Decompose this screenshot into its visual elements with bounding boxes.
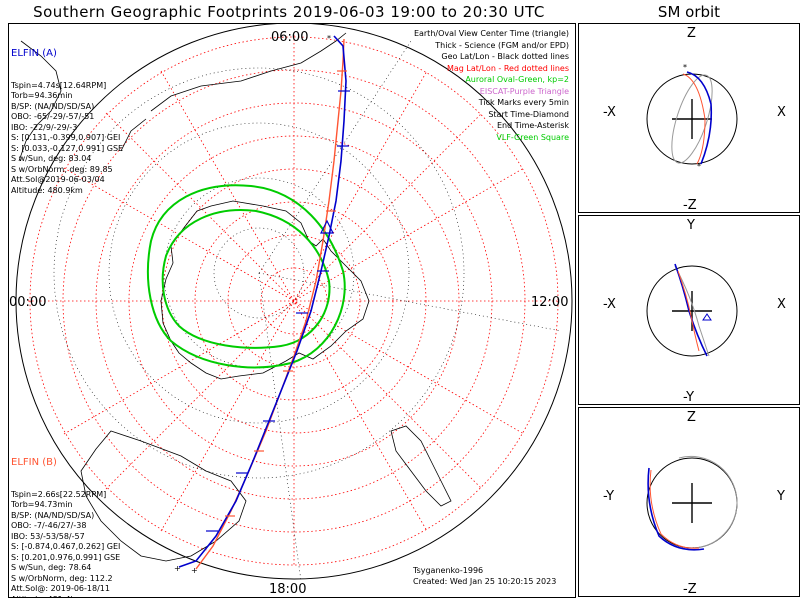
sm-xz-right: X	[777, 105, 786, 120]
elfin-a-info: ELFIN (A) Tspin=4.74s[12.64RPM] Torb=94.3…	[11, 28, 123, 217]
sm-yz-left: -Y	[603, 489, 614, 504]
elfin-b-info-line: S w/Sun, deg: 78.64	[11, 563, 92, 572]
polar-plot-svg: * + + 06:00 00:00 12:00 18:00	[9, 24, 573, 597]
sm-panel-xy: Y -Y -X X	[578, 215, 800, 405]
elfin-a-tick-marks	[206, 90, 350, 532]
sm-xz-bottom: -Z	[683, 198, 697, 213]
elfin-a-info-line: IBO: -22/9/-29/-3	[11, 122, 78, 132]
sm-panel-xz: * * Z -Z -X X	[578, 23, 800, 213]
clock-label-0000: 00:00	[9, 295, 46, 310]
elfin-a-lines: Tspin=4.74s[12.64RPM] Torb=94.36min B/SP: …	[11, 81, 123, 197]
plot-title: Southern Geographic Footprints 2019-06-0…	[33, 3, 545, 21]
sm-xy-bottom: -Y	[683, 390, 694, 405]
elfin-b-tick-marks	[225, 70, 347, 517]
clock-label-1200: 12:00	[531, 295, 568, 310]
elfin-b-name: ELFIN (B)	[11, 457, 57, 468]
credit: Tsyganenko-1996 Created: Wed Jan 25 10:2…	[413, 565, 556, 587]
antarctica-coastline	[160, 200, 370, 380]
elfin-a-info-line: S: [0.131,-0.399,0.907] GEI	[11, 133, 121, 142]
elfin-b-info-line: Tspin=2.66s[22.52RPM]	[11, 489, 107, 499]
elfin-a-info-line: S w/Sun, deg: 83.04	[11, 154, 92, 163]
sm-xy-left: -X	[603, 297, 616, 312]
south-america-coastline	[120, 32, 347, 152]
elfin-a-info-line: S: [0.033,-0.127,0.991] GSE	[11, 143, 124, 153]
mag-lat-grid	[28, 35, 560, 567]
sm-xz-left: -X	[603, 105, 616, 120]
elfin-b-info-line: B/SP: (NA/ND/SD/SA)	[11, 510, 95, 520]
sm-xz-top: Z	[687, 26, 696, 41]
credit-author: Tsyganenko-1996	[413, 566, 484, 575]
legend-item: Mag Lat/Lon - Red dotted lines	[446, 63, 569, 73]
footprint-map: * + + 06:00 00:00 12:00 18:00 ELFIN (A) …	[8, 23, 576, 598]
elfin-a-footprint-trace	[178, 35, 347, 568]
legend-item: Thick - Science (FGM and/or EPD)	[435, 40, 569, 50]
view-center-triangle	[320, 219, 334, 234]
sm-panel-xy-svg: Y -Y -X X	[603, 218, 786, 405]
elfin-b-info-line: S: [-0.874,0.467,0.262] GEI	[11, 542, 121, 551]
elfin-a-end-asterisk: *	[327, 34, 331, 43]
legend-item: Earth/Oval View Center Time (triangle)	[413, 29, 569, 38]
legend-item: Auroral Oval-Green, kp=2	[465, 75, 569, 84]
new-zealand-coastline	[390, 425, 452, 507]
elfin-b-footprint-trace	[195, 38, 345, 570]
sm-yz-bottom: -Z	[683, 582, 697, 597]
legend-item: EISCAT-Purple Triangle	[479, 86, 569, 96]
credit-created: Created: Wed Jan 25 10:20:15 2023	[413, 577, 557, 586]
elfin-a-info-line: Torb=94.36min	[11, 91, 73, 100]
elfin-a-info-line: Altitude: 480.9km	[11, 185, 83, 195]
legend: Earth/Oval View Center Time (triangle) Th…	[414, 28, 569, 143]
elfin-b-info-line: S: [0.201,0.976,0.991] GSE	[11, 552, 121, 562]
legend-item: End Time-Asterisk	[496, 121, 569, 130]
australia-coastline	[80, 430, 247, 562]
sm-orbit-title: SM orbit	[657, 3, 721, 21]
sm-yz-right: Y	[776, 489, 785, 504]
elfin-b-info: ELFIN (B) Tspin=2.66s[22.52RPM] Torb=94.7…	[11, 437, 121, 598]
elfin-a-info-line: S w/OrbNorm, deg: 89.85	[11, 164, 113, 174]
sm-xy-right: X	[777, 297, 786, 312]
elfin-a-info-line: OBO: -65/-29/-57/-51	[11, 112, 95, 121]
horizon-circle	[15, 24, 573, 580]
elfin-b-info-line: Att.Sol@: 2019-06-18/11	[11, 584, 110, 593]
legend-item: VLF-Green Square	[496, 132, 569, 142]
elfin-a-start-marker: +	[174, 564, 181, 573]
elfin-b-info-line: Torb=94.73min	[11, 500, 73, 509]
legend-item: Tick Marks every 5min	[478, 98, 569, 107]
elfin-b-info-line: OBO: -7/-46/27/-38	[11, 521, 87, 530]
legend-item: Geo Lat/Lon - Black dotted lines	[441, 52, 569, 61]
clock-label-1800: 18:00	[269, 582, 306, 597]
auroral-oval-inner	[161, 209, 331, 349]
elfin-a-info-line: Att.Sol@2019-06-03/04	[11, 175, 105, 184]
svg-text:*: *	[683, 63, 687, 72]
africa-coastline	[18, 40, 62, 162]
auroral-oval-outer	[146, 184, 346, 369]
elfin-b-info-line: Altitude: 481.4km	[11, 595, 120, 598]
sm-panel-yz-svg: Z -Z -Y Y	[603, 410, 785, 597]
elfin-b-info-line: IBO: 53/-53/58/-57	[11, 531, 85, 541]
sm-panel-xz-svg: * * Z -Z -X X	[603, 26, 786, 213]
clock-label-0600: 06:00	[271, 30, 308, 45]
elfin-b-info-line: S w/OrbNorm, deg: 112.2	[11, 573, 113, 583]
sm-panel-yz: Z -Z -Y Y	[578, 407, 800, 597]
legend-item: Start Time-Diamond	[488, 109, 569, 119]
elfin-a-info-line: Tspin=4.74s[12.64RPM]	[11, 80, 107, 90]
sm-yz-top: Z	[687, 410, 696, 425]
elfin-b-start-marker: +	[191, 566, 198, 575]
elfin-a-info-line: B/SP: (NA/ND/SD/SA)	[11, 101, 95, 111]
elfin-b-lines: Tspin=2.66s[22.52RPM] Torb=94.73min B/SP: …	[11, 489, 121, 598]
svg-text:*: *	[697, 162, 701, 171]
elfin-a-name: ELFIN (A)	[11, 48, 57, 59]
sm-xy-top: Y	[686, 218, 695, 233]
